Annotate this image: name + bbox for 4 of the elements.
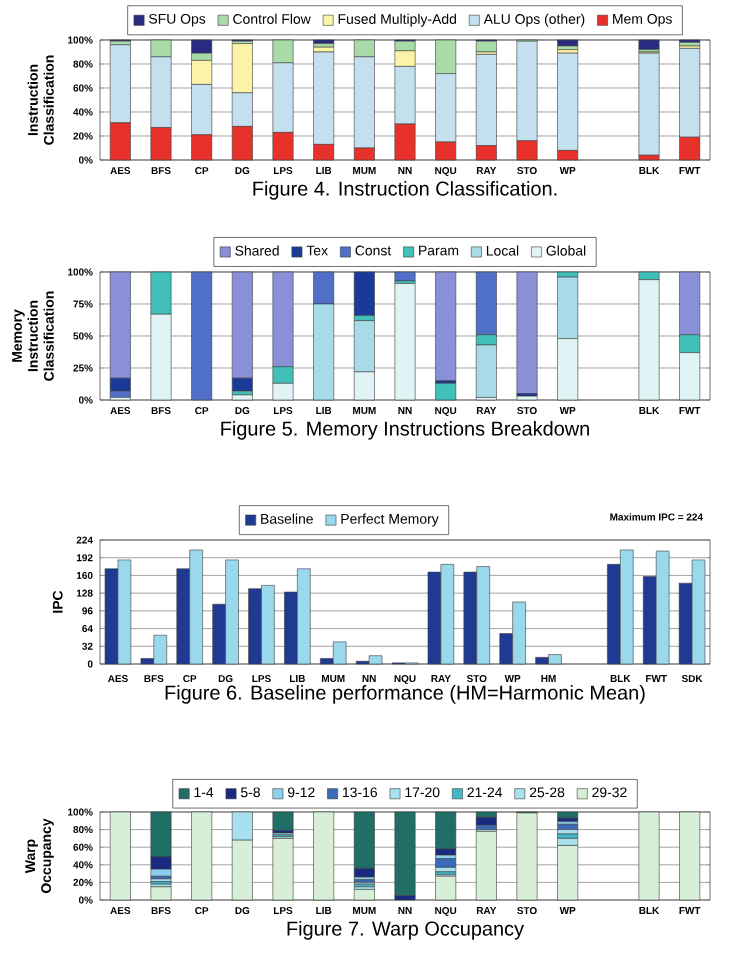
text: Figure 7. Warp Occupancy: [287, 921, 524, 940]
text: Figure 4. Instruction Classification.: [253, 181, 557, 200]
text: Figure 6. Baseline performance (HM=Harmonic Mean): [165, 685, 645, 704]
text: Figure 5. Memory Instructions Breakdown: [221, 421, 589, 440]
